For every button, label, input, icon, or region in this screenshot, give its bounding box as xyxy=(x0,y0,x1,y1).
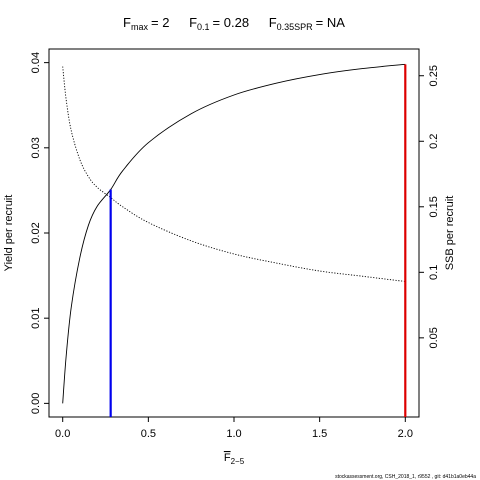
footer-text: stockassessment.org, CSH_2018_1, r9552 ,… xyxy=(335,474,476,480)
title-f035-value: = NA xyxy=(316,15,346,30)
x-tick-label: 1.5 xyxy=(312,428,327,440)
y-right-tick-label: 0.25 xyxy=(428,65,440,86)
series-layer xyxy=(62,63,406,404)
title-f035-symbol: F xyxy=(269,15,277,30)
chart-title: Fmax = 2 F0.1 = 0.28 F0.35SPR = NA xyxy=(123,15,345,32)
x-axis-title: F2−5 xyxy=(224,452,245,466)
y-left-tick-label: 0.01 xyxy=(30,307,42,328)
y-right-tick-label: 0.05 xyxy=(428,327,440,348)
x-axis-title-sub: 2−5 xyxy=(231,457,245,466)
title-f01-value: = 0.28 xyxy=(213,15,250,30)
y-left-tick-label: 0.00 xyxy=(30,393,42,414)
y-axis-left-title: Yield per recruit xyxy=(3,195,15,272)
x-tick-label: 0.5 xyxy=(141,428,156,440)
title-f01-sub: 0.1 xyxy=(197,22,210,32)
title-f01-symbol: F xyxy=(189,15,197,30)
x-tick-label: 1.0 xyxy=(226,428,241,440)
yield-per-recruit-line xyxy=(62,63,406,404)
x-tick-label: 0.0 xyxy=(55,428,70,440)
y-axis-left: 0.00 0.01 0.02 0.03 0.04 xyxy=(30,52,49,414)
y-right-tick-label: 0.2 xyxy=(428,134,440,149)
y-left-tick-label: 0.04 xyxy=(30,52,42,73)
title-f035-sub: 0.35SPR xyxy=(277,22,314,32)
y-right-tick-label: 0.15 xyxy=(428,196,440,217)
y-axis-right: 0.05 0.1 0.15 0.2 0.25 xyxy=(419,65,440,349)
title-fmax-value: = 2 xyxy=(151,15,169,30)
title-fmax-sub: max xyxy=(131,22,149,32)
y-right-tick-label: 0.1 xyxy=(428,265,440,280)
y-axis-right-title: SSB per recruit xyxy=(444,196,456,271)
title-fmax-symbol: F xyxy=(123,15,131,30)
ssb-per-recruit-line xyxy=(62,66,406,282)
reference-lines xyxy=(109,64,407,417)
plot-frame xyxy=(48,48,420,418)
x-tick-label: 2.0 xyxy=(398,428,413,440)
x-axis-title-symbol: F xyxy=(224,452,231,464)
x-axis: 0.0 0.5 1.0 1.5 2.0 xyxy=(55,417,413,440)
y-left-tick-label: 0.02 xyxy=(30,222,42,243)
y-left-tick-label: 0.03 xyxy=(30,137,42,158)
